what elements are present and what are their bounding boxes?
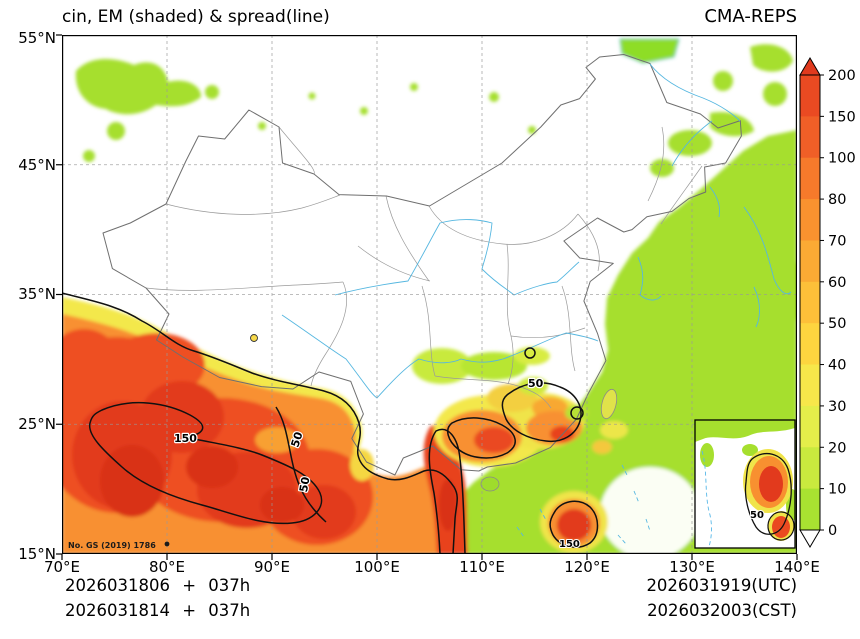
- contour-label: 150: [174, 432, 197, 445]
- colorbar-segment: [800, 364, 820, 407]
- spread-contours: [62, 292, 599, 554]
- y-tick-label: 25°N: [18, 415, 56, 433]
- colorbar-tick-label: 150: [828, 109, 856, 125]
- colorbar-tick-label: 50: [828, 316, 846, 332]
- colorbar-outline: [799, 74, 821, 531]
- axis-tick-marks: [56, 34, 798, 560]
- colorbar-segment: [800, 199, 820, 241]
- colorbar-tick-label: 70: [828, 233, 846, 249]
- y-tick-label: 45°N: [18, 156, 56, 174]
- colorbar-tick-label: 100: [828, 151, 856, 167]
- colorbar-tick-label: 10: [828, 482, 846, 498]
- init-time-cst: 2026031814 + 037h: [65, 601, 251, 620]
- islands: [250, 334, 618, 492]
- x-tick-label: 100°E: [354, 558, 400, 576]
- contour-label: 50: [297, 475, 313, 493]
- province-borders: [145, 126, 703, 409]
- national-border: [102, 54, 742, 476]
- colorbar-tick-label: 0: [828, 523, 837, 539]
- map-plot: 50 150 50 50 150: [56, 34, 798, 560]
- contour-labels: 50 150 50 50 150: [173, 376, 581, 551]
- colorbar-segment: [800, 323, 820, 365]
- colorbar-segment: [800, 240, 820, 283]
- colorbar-tick-label: 20: [828, 440, 846, 456]
- colorbar-over-arrow: [799, 57, 821, 76]
- contour-label: 150: [559, 539, 580, 550]
- colorbar-under-arrow: [799, 529, 821, 548]
- colorbar-segment: [800, 116, 820, 159]
- contour-label: 50: [528, 377, 544, 390]
- y-tick-label: 55°N: [18, 29, 56, 47]
- x-tick-label: 140°E: [774, 558, 820, 576]
- colorbar-tick-label: 200: [828, 68, 856, 84]
- valid-time-utc: 2026031919(UTC): [646, 576, 797, 595]
- colorbar-segment: [800, 488, 820, 531]
- valid-time-cst: 2026032003(CST): [647, 601, 797, 620]
- x-tick-label: 130°E: [669, 558, 715, 576]
- map-license: No. GS (2019) 1786: [68, 541, 156, 550]
- colorbar-segment: [800, 157, 820, 200]
- colorbar-segment: [800, 447, 820, 490]
- colorbar-tick-label: 80: [828, 192, 846, 208]
- shaded-field: [62, 38, 797, 554]
- figure-title: cin, EM (shaded) & spread(line): [62, 7, 330, 27]
- y-tick-label: 35°N: [18, 285, 56, 303]
- y-tick-label: 15°N: [18, 545, 56, 563]
- x-tick-label: 120°E: [564, 558, 610, 576]
- x-tick-label: 110°E: [459, 558, 505, 576]
- scs-inset: 50: [694, 419, 796, 549]
- rivers: [281, 63, 792, 545]
- contour-label: 50: [288, 430, 305, 449]
- model-name: CMA-REPS: [704, 6, 797, 27]
- map-canvas: 50 150 50 50 150: [56, 34, 798, 560]
- colorbar-segment: [800, 281, 820, 324]
- init-time-utc: 2026031806 + 037h: [65, 576, 251, 595]
- inset-contour-label: 50: [750, 510, 764, 521]
- grid-lines: [62, 35, 797, 554]
- x-tick-label: 70°E: [43, 558, 81, 576]
- colorbar-tick-label: 40: [828, 358, 846, 374]
- x-tick-label: 80°E: [148, 558, 186, 576]
- colorbar-segment: [800, 75, 820, 117]
- colorbar-tick-label: 30: [828, 399, 846, 415]
- map-frame: [62, 35, 797, 554]
- colorbar-segment: [800, 405, 820, 448]
- license-dot: [164, 541, 170, 547]
- x-tick-label: 90°E: [253, 558, 291, 576]
- colorbar-tick-label: 60: [828, 275, 846, 291]
- inset-frame: [694, 419, 796, 549]
